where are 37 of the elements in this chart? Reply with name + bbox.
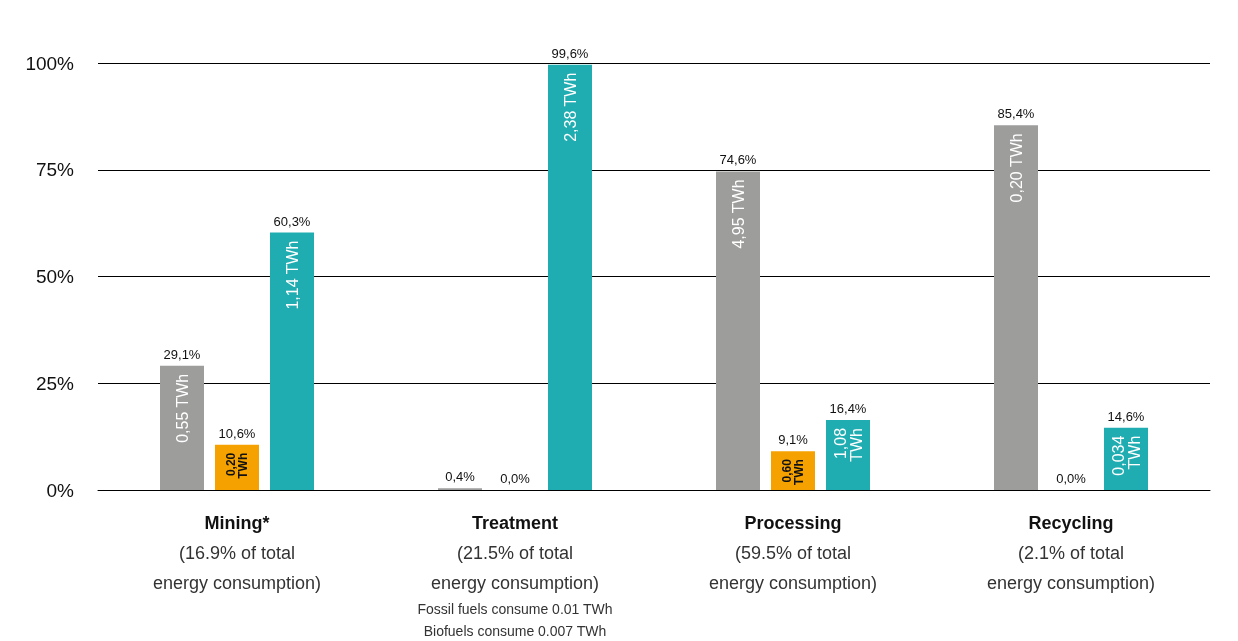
bar: [548, 64, 592, 490]
annotation: 0,60 TWh: [780, 458, 806, 486]
y-tick-label: 100%: [25, 52, 75, 74]
annotation: 2,38 TWh: [561, 72, 579, 142]
annotation: 0,20 TWh: [1007, 133, 1025, 203]
annotation: 0,20 TWh: [224, 452, 250, 479]
data-label: 16,4%: [829, 400, 867, 416]
text: Biofuels consume 0.007 TWh: [423, 623, 607, 639]
bar: [994, 125, 1038, 490]
text: Fossil fuels consume 0.01 TWh: [417, 601, 613, 617]
y-tick-label: 25%: [35, 372, 75, 394]
annotation: 1,14 TWh: [283, 240, 301, 310]
bar: [270, 232, 314, 490]
x-tick-label: Recycling (2.1% of total energy consumption): [986, 513, 1156, 593]
annotation: 4,95 TWh: [729, 179, 747, 249]
x-tick-label: Treatment (21.5% of total energy consumption): [430, 513, 600, 593]
data-label: 10,6%: [218, 425, 256, 441]
data-label: 0,0%: [500, 471, 531, 486]
bar: [160, 365, 204, 490]
data-label: 74,6%: [719, 152, 757, 168]
data-label: 85,4%: [997, 106, 1035, 122]
data-label: 29,1%: [163, 346, 201, 362]
data-label: 99,6%: [551, 45, 589, 61]
annotation: 1,08 TWh: [831, 427, 865, 462]
y-tick-label: 50%: [35, 266, 75, 287]
annotation: 0,034 TWh: [1109, 435, 1143, 476]
y-tick-label: 75%: [35, 159, 75, 181]
data-label: 60,3%: [273, 213, 311, 229]
data-label: 9,1%: [778, 432, 809, 448]
data-label: 0,4%: [445, 469, 476, 485]
x-tick-label: Mining* (16.9% of total energy consumption): [152, 513, 322, 593]
bar: [716, 171, 760, 490]
x-tick-label: Processing (59.5% of total energy consumption): [708, 513, 878, 593]
y-tick-label: 0%: [46, 479, 75, 501]
data-label: 14,6%: [1107, 408, 1145, 424]
data-label: 0,0%: [1056, 471, 1087, 486]
annotation: 0,55 TWh: [173, 373, 191, 443]
